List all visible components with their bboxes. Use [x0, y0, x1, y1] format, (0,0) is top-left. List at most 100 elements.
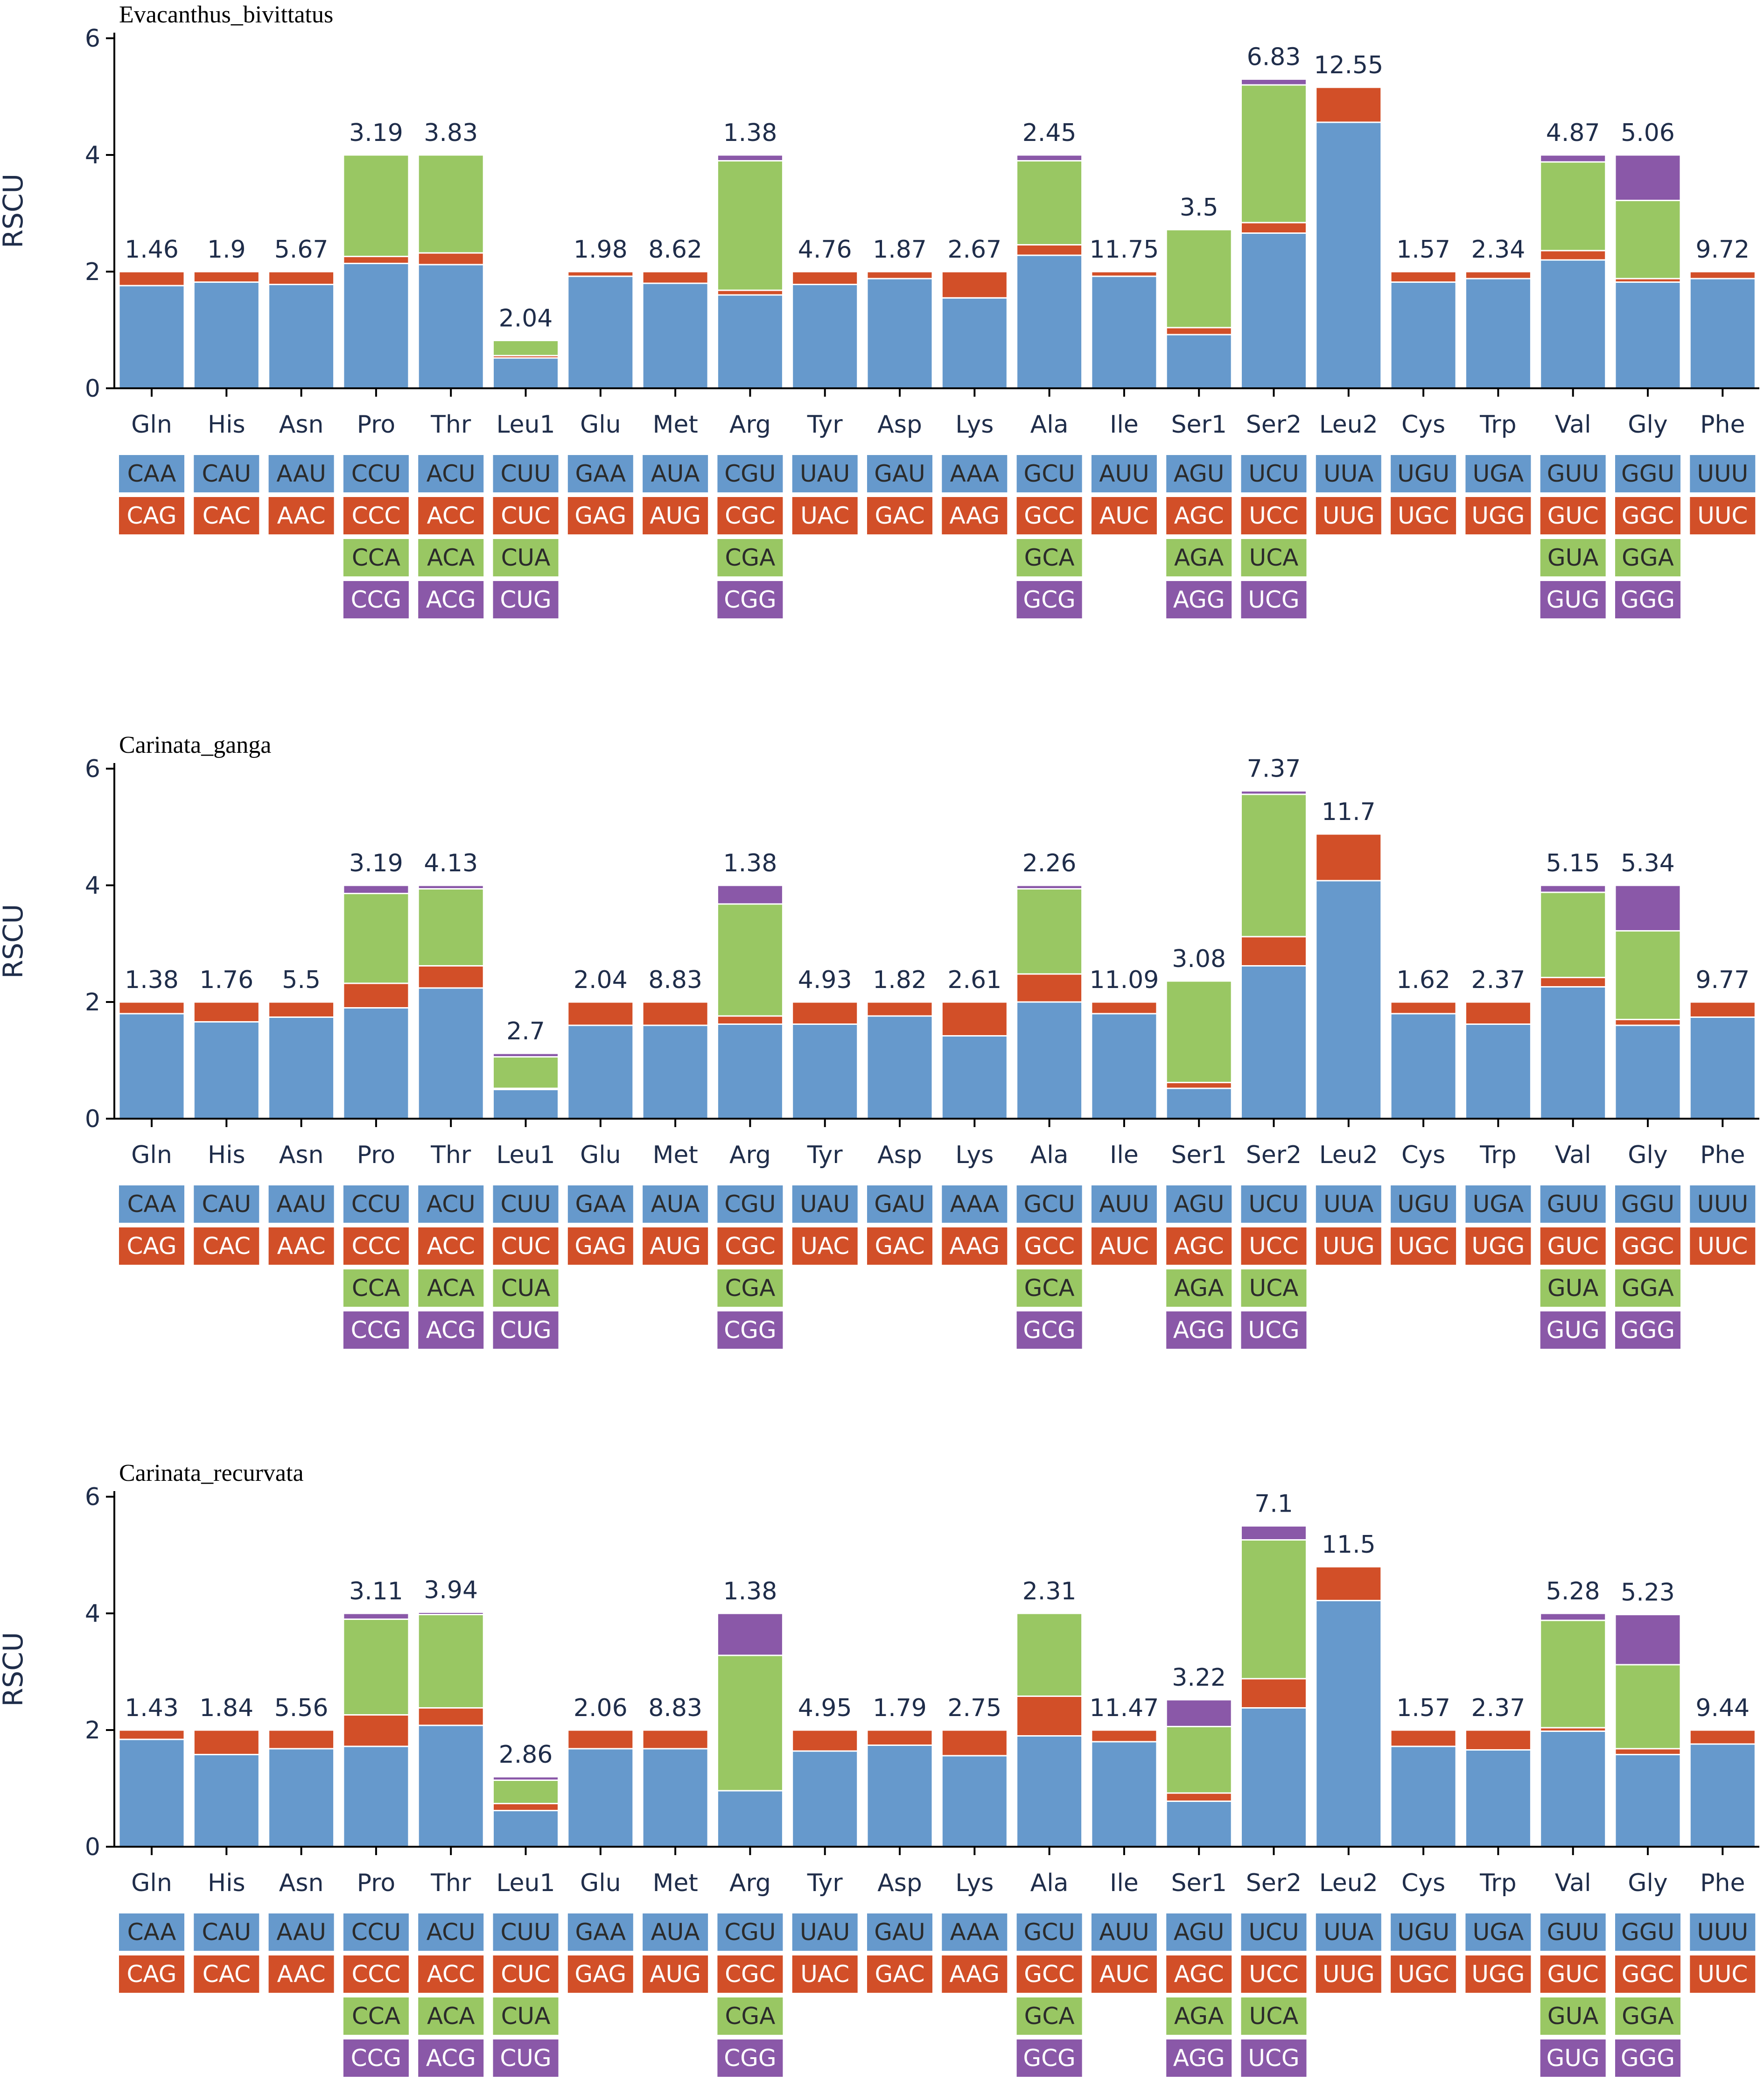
codon-box-CCG [343, 2039, 409, 2077]
bar-segment-Gly-GGG [1614, 154, 1681, 201]
codon-label: UUU [1697, 1919, 1748, 1946]
x-tick-label: Val [1555, 411, 1591, 439]
codon-label: UCG [1248, 586, 1299, 613]
bar-segment-Ile-AUU [1091, 1741, 1158, 1848]
bar-segment-Lys-AAG [941, 1001, 1008, 1037]
codon-box-GGU [1615, 1913, 1680, 1951]
codon-label: UUC [1697, 1961, 1748, 1988]
codon-label: CGG [724, 1317, 776, 1344]
bar-segment-Thr-ACG [417, 884, 484, 890]
bar-segment-Ser1-AGG [1165, 1699, 1232, 1727]
bar-segment-Tyr-UAC [791, 1729, 859, 1752]
bar-segment-His-CAC [193, 1001, 260, 1023]
codon-label: AUG [650, 502, 701, 529]
bar-segment-Trp-UGG [1464, 271, 1532, 280]
codon-label: GAG [574, 1233, 626, 1260]
codon-box-UAU [792, 1913, 858, 1951]
codon-box-UUA [1316, 1913, 1381, 1951]
codon-label: GCC [1024, 1961, 1075, 1988]
codon-box-CCU [343, 1185, 409, 1223]
codon-label: CGG [724, 586, 776, 613]
codon-box-GUC [1540, 1227, 1606, 1265]
data-label: 5.28 [1546, 1577, 1600, 1605]
codon-box-GGC [1615, 1227, 1680, 1265]
bar-segment-Val-GUG [1540, 1612, 1607, 1621]
codon-label: GCU [1023, 460, 1075, 487]
codon-box-UAC [792, 1227, 858, 1265]
bar-segment-Gly-GGC [1614, 1019, 1681, 1026]
x-tick-label: Ser2 [1246, 411, 1302, 439]
data-label: 11.47 [1089, 1694, 1159, 1722]
data-label: 11.75 [1089, 236, 1159, 264]
codon-label: ACC [427, 502, 475, 529]
x-tick-label: Val [1555, 1869, 1591, 1897]
codon-box-CGU [717, 1185, 783, 1223]
codon-box-GUG [1540, 581, 1606, 618]
bar-segment-Glu-GAA [567, 1024, 634, 1120]
x-tick-label: Cys [1401, 1141, 1445, 1169]
x-tick-label: Gly [1628, 411, 1668, 439]
codon-box-CCA [343, 1997, 409, 2035]
codon-box-AUA [643, 455, 708, 492]
bar-segment-Val-GUU [1540, 1731, 1607, 1848]
codon-box-CUC [493, 1955, 559, 1993]
codon-label: CUU [500, 460, 551, 487]
codon-label: GGA [1622, 544, 1674, 571]
bar-segment-Leu2-UUG [1315, 86, 1382, 123]
x-tick-label: Pro [357, 411, 396, 439]
x-tick-label: Asp [877, 1869, 922, 1897]
x-tick-label: Ser1 [1171, 1141, 1226, 1169]
bar-segment-Thr-ACG [417, 1612, 484, 1615]
data-label: 5.15 [1546, 849, 1600, 877]
codon-box-CAC [194, 1955, 259, 1993]
codon-label: CCG [351, 1317, 402, 1344]
codon-box-ACG [418, 581, 484, 618]
bar-segment-Leu1-CUU [492, 1810, 559, 1848]
bar-segment-Gly-GGU [1614, 1024, 1681, 1120]
codon-box-GUU [1540, 1185, 1606, 1223]
codon-label: CUU [500, 1191, 551, 1218]
x-tick-label: Gln [131, 1141, 172, 1169]
x-tick-label: Gln [131, 1869, 172, 1897]
bar-segment-Arg-CGU [716, 1790, 784, 1848]
x-tick-label: Asn [279, 1141, 324, 1169]
codon-box-CCA [343, 1269, 409, 1307]
codon-box-UCA [1241, 1997, 1307, 2035]
codon-label: CCU [351, 460, 401, 487]
codon-box-GCA [1016, 1997, 1082, 2035]
bar-segment-Ile-AUC [1091, 1729, 1158, 1743]
bar-segment-Thr-ACU [417, 264, 484, 389]
codon-label: AUU [1099, 1919, 1149, 1946]
codon-label: AAA [950, 1191, 999, 1218]
codon-label: CUC [501, 1961, 550, 1988]
codon-label: UCU [1248, 1191, 1299, 1218]
bar-segment-Gly-GGA [1614, 200, 1681, 280]
bar-segment-Asn-AAU [268, 1016, 335, 1120]
bar-segment-Ser2-UCG [1240, 78, 1307, 86]
bar-segment-Pro-CCA [343, 1619, 410, 1716]
codon-box-CCU [343, 1913, 409, 1951]
codon-label: ACA [427, 2003, 475, 2030]
codon-box-CAA [119, 1185, 184, 1223]
codon-label: AAG [949, 1961, 1000, 1988]
y-tick-label: 4 [85, 141, 100, 169]
bar-segment-Leu2-UUA [1315, 1600, 1382, 1848]
bar-segment-Cys-UGU [1390, 1745, 1457, 1848]
bar-segment-Leu1-CUU [492, 1089, 559, 1120]
codon-label: CAC [203, 502, 251, 529]
codon-box-UCU [1241, 455, 1307, 492]
bar-segment-Thr-ACA [417, 1614, 484, 1709]
bar-segment-Tyr-UAC [791, 1001, 859, 1025]
codon-box-GGG [1615, 2039, 1680, 2077]
data-label: 1.57 [1396, 1694, 1450, 1722]
codon-label: AAC [277, 1961, 326, 1988]
codon-box-CGC [717, 497, 783, 534]
codon-label: UGA [1473, 460, 1524, 487]
panel-title: Evacanthus_bivittatus [119, 1, 333, 28]
codon-box-GCA [1016, 539, 1082, 576]
bar-segment-Gln-CAG [118, 271, 185, 287]
codon-label: ACC [427, 1233, 475, 1260]
codon-label: UGA [1473, 1191, 1524, 1218]
codon-box-CAC [194, 497, 259, 534]
codon-box-GAA [567, 1913, 633, 1951]
